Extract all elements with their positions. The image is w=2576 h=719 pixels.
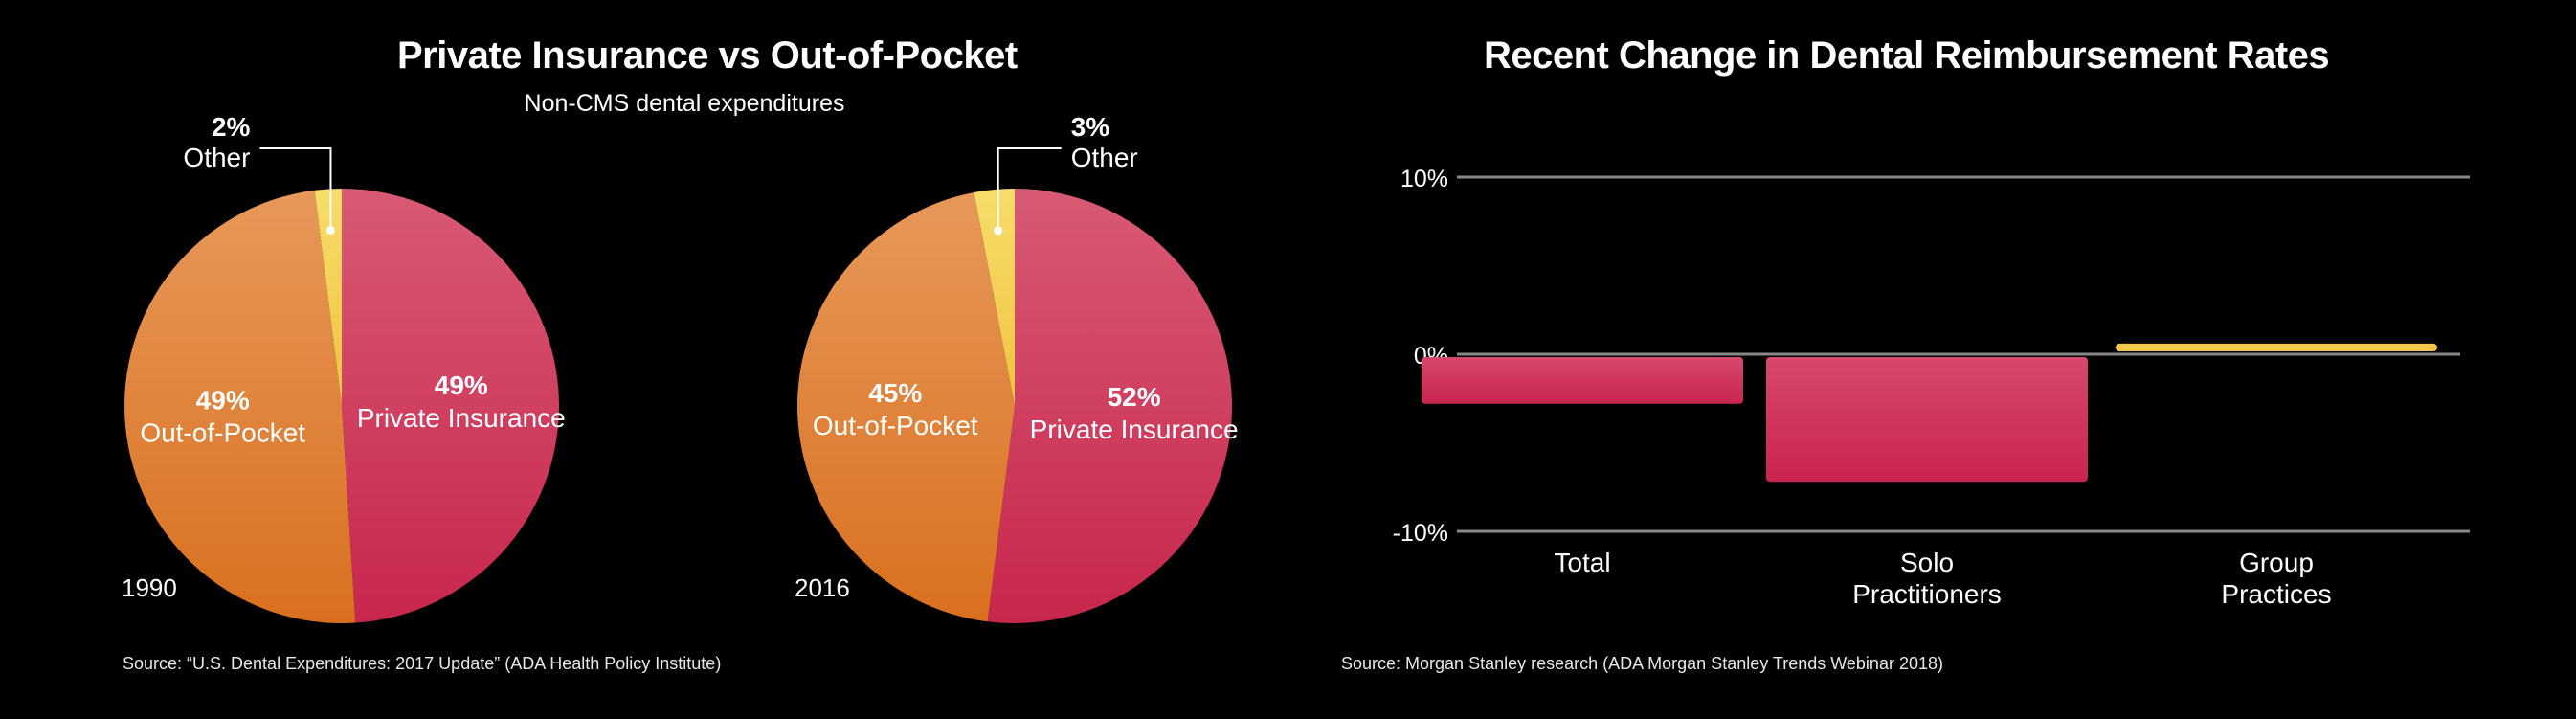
pie-value-label-other-1990: 2% [212, 112, 251, 142]
other-marker-dot-1990 [325, 225, 335, 235]
pie-charts-panel: Private Insurance vs Out-of-Pocket Non-C… [122, 34, 1239, 673]
pie-value-label-out-of-pocket-1990: 49% [196, 386, 250, 416]
pie-year-label-1990: 1990 [122, 573, 177, 602]
pie-slice-private-insurance-2016 [987, 189, 1232, 623]
pie-slice-label-private-insurance-1990: Private Insurance [357, 403, 566, 433]
bar-source-note: Source: Morgan Stanley research (ADA Mor… [1341, 654, 1943, 673]
pie-slice-private-insurance-1990 [342, 189, 559, 623]
x-tick-label-solo-practitioners-line-1: Solo [1900, 548, 1954, 577]
pie-slice-label-out-of-pocket-2016: Out-of-Pocket [813, 411, 978, 440]
bar-chart-title: Recent Change in Dental Reimbursement Ra… [1484, 34, 2330, 77]
x-tick-label-total: Total [1554, 548, 1610, 577]
pie-chart-subtitle: Non-CMS dental expenditures [524, 90, 845, 117]
other-leader-line-1990 [259, 147, 332, 231]
pie-slice-other-1990 [314, 189, 342, 406]
pie-value-label-private-insurance-1990: 49% [435, 371, 488, 400]
pie-source-note: Source: “U.S. Dental Expenditures: 2017 … [123, 654, 722, 673]
pie-value-label-other-2016: 3% [1071, 112, 1110, 142]
bar-group-practices [2116, 343, 2437, 351]
pie-charts: 49%Private Insurance49%Out-of-Pocket2%Ot… [122, 112, 1239, 623]
pie-value-label-private-insurance-2016: 52% [1108, 382, 1161, 412]
pie-value-label-out-of-pocket-2016: 45% [868, 378, 922, 408]
bar-chart-panel: Recent Change in Dental Reimbursement Ra… [1321, 0, 2576, 719]
other-marker-dot-2016 [994, 226, 1003, 236]
pie-slice-out-of-pocket-1990 [124, 190, 356, 623]
bar-solo-practitioners [1766, 357, 2088, 483]
pie-slice-other-2016 [974, 189, 1015, 406]
bar-total [1422, 357, 1743, 404]
pie-slice-label-other-1990: Other [183, 143, 250, 172]
pie-chart-title: Private Insurance vs Out-of-Pocket [397, 34, 1018, 77]
pie-slice-label-other-2016: Other [1071, 143, 1138, 172]
x-tick-label-group-practices-line-1: Group [2239, 548, 2314, 577]
x-tick-label-group-practices-line-2: Practices [2221, 579, 2331, 609]
pie-slice-label-out-of-pocket-1990: Out-of-Pocket [140, 418, 305, 448]
y-tick-label-neg10: -10% [1393, 520, 1448, 547]
pie-slice-label-private-insurance-2016: Private Insurance [1030, 415, 1239, 444]
y-tick-label-10: 10% [1400, 166, 1448, 192]
x-tick-label-solo-practitioners-line-2: Practitioners [1852, 579, 2002, 609]
other-leader-line-2016 [997, 147, 1062, 231]
pie-slice-out-of-pocket-2016 [797, 192, 1015, 622]
bar-chart: 10%0%-10%Total SoloPractitionersGroupPrac… [1393, 166, 2470, 609]
pie-year-label-2016: 2016 [795, 573, 850, 602]
